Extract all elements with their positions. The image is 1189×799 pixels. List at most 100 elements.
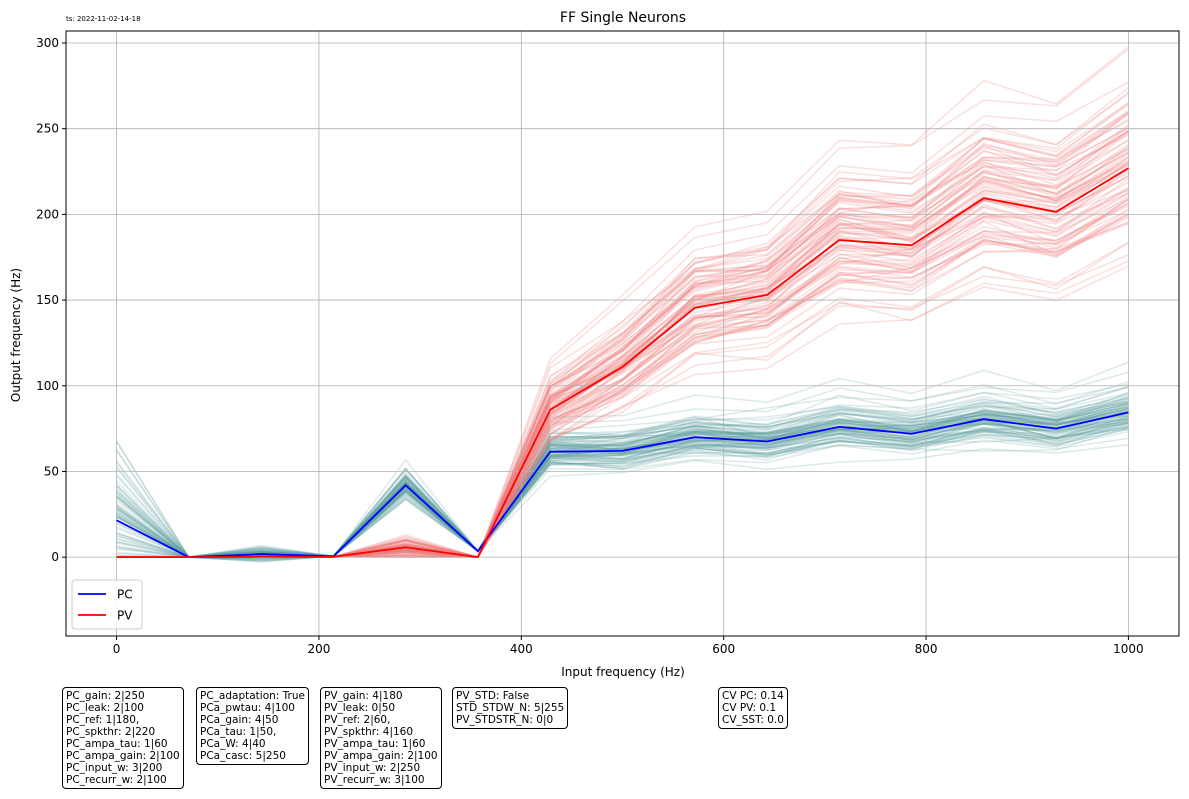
pc-neuron-trace bbox=[116, 419, 1129, 558]
pc-neuron-trace bbox=[116, 386, 1129, 560]
pc-neuron-trace bbox=[116, 394, 1129, 558]
info-line: CV PC: 0.14 bbox=[722, 690, 784, 702]
x-tick-label: 1000 bbox=[1113, 642, 1144, 656]
info-line: PV_recurr_w: 3|100 bbox=[324, 774, 425, 786]
info-line: PCa_tau: 1|50, bbox=[200, 726, 277, 738]
pc-neuron-trace bbox=[116, 409, 1129, 558]
info-line: PV_input_w: 2|250 bbox=[324, 762, 421, 774]
x-axis-label: Input frequency (Hz) bbox=[561, 665, 685, 679]
pc-neuron-trace bbox=[116, 385, 1129, 558]
pc-neuron-trace bbox=[116, 411, 1129, 563]
pc-neuron-trace bbox=[116, 412, 1129, 558]
info-line: PCa_casc: 5|250 bbox=[200, 750, 286, 762]
pc-neuron-trace bbox=[116, 430, 1129, 558]
y-tick-label: 300 bbox=[36, 36, 59, 50]
info-line: PC_gain: 2|250 bbox=[66, 690, 145, 702]
legend-label-pv: PV bbox=[117, 609, 133, 623]
legend-box bbox=[71, 579, 143, 630]
pc-neuron-trace bbox=[116, 422, 1129, 560]
pc-neuron-trace bbox=[116, 403, 1129, 558]
info-line: PV_STD: False bbox=[456, 690, 530, 702]
pc-neuron-trace bbox=[116, 426, 1129, 558]
info-box-4: PV_STD: False STD_STDW_N: 5|255 PV_STDSTR_… bbox=[452, 687, 569, 729]
info-box-2: PC_adaptation: True PCa_pwtau: 4|100 PCa_g… bbox=[196, 687, 309, 765]
info-line: PV_ampa_tau: 1|60 bbox=[324, 738, 426, 750]
x-tick-label: 200 bbox=[308, 642, 331, 656]
info-line: STD_STDW_N: 5|255 bbox=[456, 702, 565, 714]
pv-neuron-trace bbox=[116, 197, 1129, 558]
pv-neuron-trace bbox=[116, 48, 1129, 558]
pc-neuron-trace bbox=[116, 428, 1129, 558]
pv-neuron-trace bbox=[116, 195, 1129, 558]
pc-neuron-trace bbox=[116, 397, 1129, 558]
pv-neuron-trace bbox=[116, 208, 1129, 559]
info-line: PC_recurr_w: 2|100 bbox=[66, 774, 167, 786]
pc-neuron-trace bbox=[116, 391, 1129, 558]
info-line: PV_ampa_gain: 2|100 bbox=[324, 750, 438, 762]
series-line-pc bbox=[116, 411, 1129, 559]
y-tick-label: 150 bbox=[36, 293, 59, 307]
axes: 0 200 400 600 800 1000 0 50 100 150 200 250 300 bbox=[36, 30, 1180, 656]
info-box-5: CV PC: 0.14 CV PV: 0.1 CV_SST: 0.0 bbox=[718, 687, 788, 729]
pc-neuron-trace bbox=[116, 426, 1129, 558]
grid-lines bbox=[66, 31, 1179, 636]
neuron-traces bbox=[115, 46, 1129, 563]
info-line: PV_gain: 4|180 bbox=[324, 690, 403, 702]
legend-label-pc: PC bbox=[117, 588, 133, 602]
chart-title: FF Single Neurons bbox=[560, 10, 686, 26]
pc-neuron-trace bbox=[116, 406, 1129, 558]
series-line-pv bbox=[116, 167, 1129, 559]
info-box-3: PV_gain: 4|180 PV_leak: 0|50 PV_ref: 2|60,… bbox=[320, 687, 442, 789]
info-box-1: PC_gain: 2|250 PC_leak: 2|100 PC_ref: 1|18… bbox=[62, 687, 184, 789]
y-tick-label: 250 bbox=[36, 122, 59, 136]
timestamp-label: ts: 2022-11-02-14-18 bbox=[66, 15, 141, 23]
info-line: PV_ref: 2|60, bbox=[324, 714, 391, 726]
pc-neuron-trace bbox=[116, 410, 1129, 558]
mean-series bbox=[116, 167, 1129, 559]
info-line: PC_spkthr: 2|220 bbox=[66, 726, 156, 738]
plot-frame bbox=[65, 30, 1180, 637]
pc-neuron-trace bbox=[116, 421, 1129, 562]
pv-neuron-trace bbox=[116, 46, 1129, 558]
y-tick-label: 200 bbox=[36, 207, 59, 221]
pc-neuron-trace bbox=[115, 397, 1129, 563]
legend: PC PV bbox=[71, 579, 143, 630]
y-tick-label: 0 bbox=[51, 550, 59, 564]
pc-neuron-trace bbox=[116, 418, 1129, 558]
pc-neuron-trace bbox=[116, 419, 1129, 558]
info-line: PC_ref: 1|180, bbox=[66, 714, 140, 726]
y-tick-label: 50 bbox=[44, 464, 59, 478]
y-tick-label: 100 bbox=[36, 379, 59, 393]
pc-neuron-trace bbox=[116, 383, 1129, 560]
pc-neuron-trace bbox=[116, 444, 1129, 558]
pc-neuron-trace bbox=[116, 407, 1129, 558]
pc-neuron-trace bbox=[116, 421, 1129, 558]
info-line: PV_spkthr: 4|160 bbox=[324, 726, 414, 738]
info-line: PC_input_w: 3|200 bbox=[66, 762, 163, 774]
info-line: PC_ampa_tau: 1|60 bbox=[66, 738, 168, 750]
pc-neuron-trace bbox=[115, 409, 1129, 558]
pc-neuron-trace bbox=[116, 422, 1129, 558]
info-line: PC_ampa_gain: 2|100 bbox=[66, 750, 180, 762]
x-tick-label: 0 bbox=[113, 642, 121, 656]
x-tick-label: 800 bbox=[915, 642, 938, 656]
x-tick-label: 400 bbox=[510, 642, 533, 656]
pc-neuron-trace bbox=[116, 418, 1129, 562]
pc-neuron-trace bbox=[116, 415, 1129, 558]
pc-neuron-trace bbox=[116, 393, 1129, 558]
info-line: PC_adaptation: True bbox=[200, 690, 305, 702]
info-line: PCa_pwtau: 4|100 bbox=[200, 702, 295, 714]
info-line: PCa_W: 4|40 bbox=[200, 738, 266, 750]
y-axis-label: Output frequency (Hz) bbox=[9, 268, 23, 402]
pv-neuron-trace bbox=[116, 81, 1129, 558]
info-line: CV_SST: 0.0 bbox=[722, 714, 784, 726]
pc-neuron-trace bbox=[116, 407, 1129, 558]
info-line: PC_leak: 2|100 bbox=[66, 702, 144, 714]
info-line: PV_STDSTR_N: 0|0 bbox=[456, 714, 554, 726]
pc-neuron-trace bbox=[116, 418, 1129, 558]
info-line: CV PV: 0.1 bbox=[722, 702, 777, 714]
pc-neuron-trace bbox=[115, 427, 1129, 561]
pc-neuron-trace bbox=[115, 400, 1129, 558]
pc-neuron-trace bbox=[116, 401, 1129, 558]
